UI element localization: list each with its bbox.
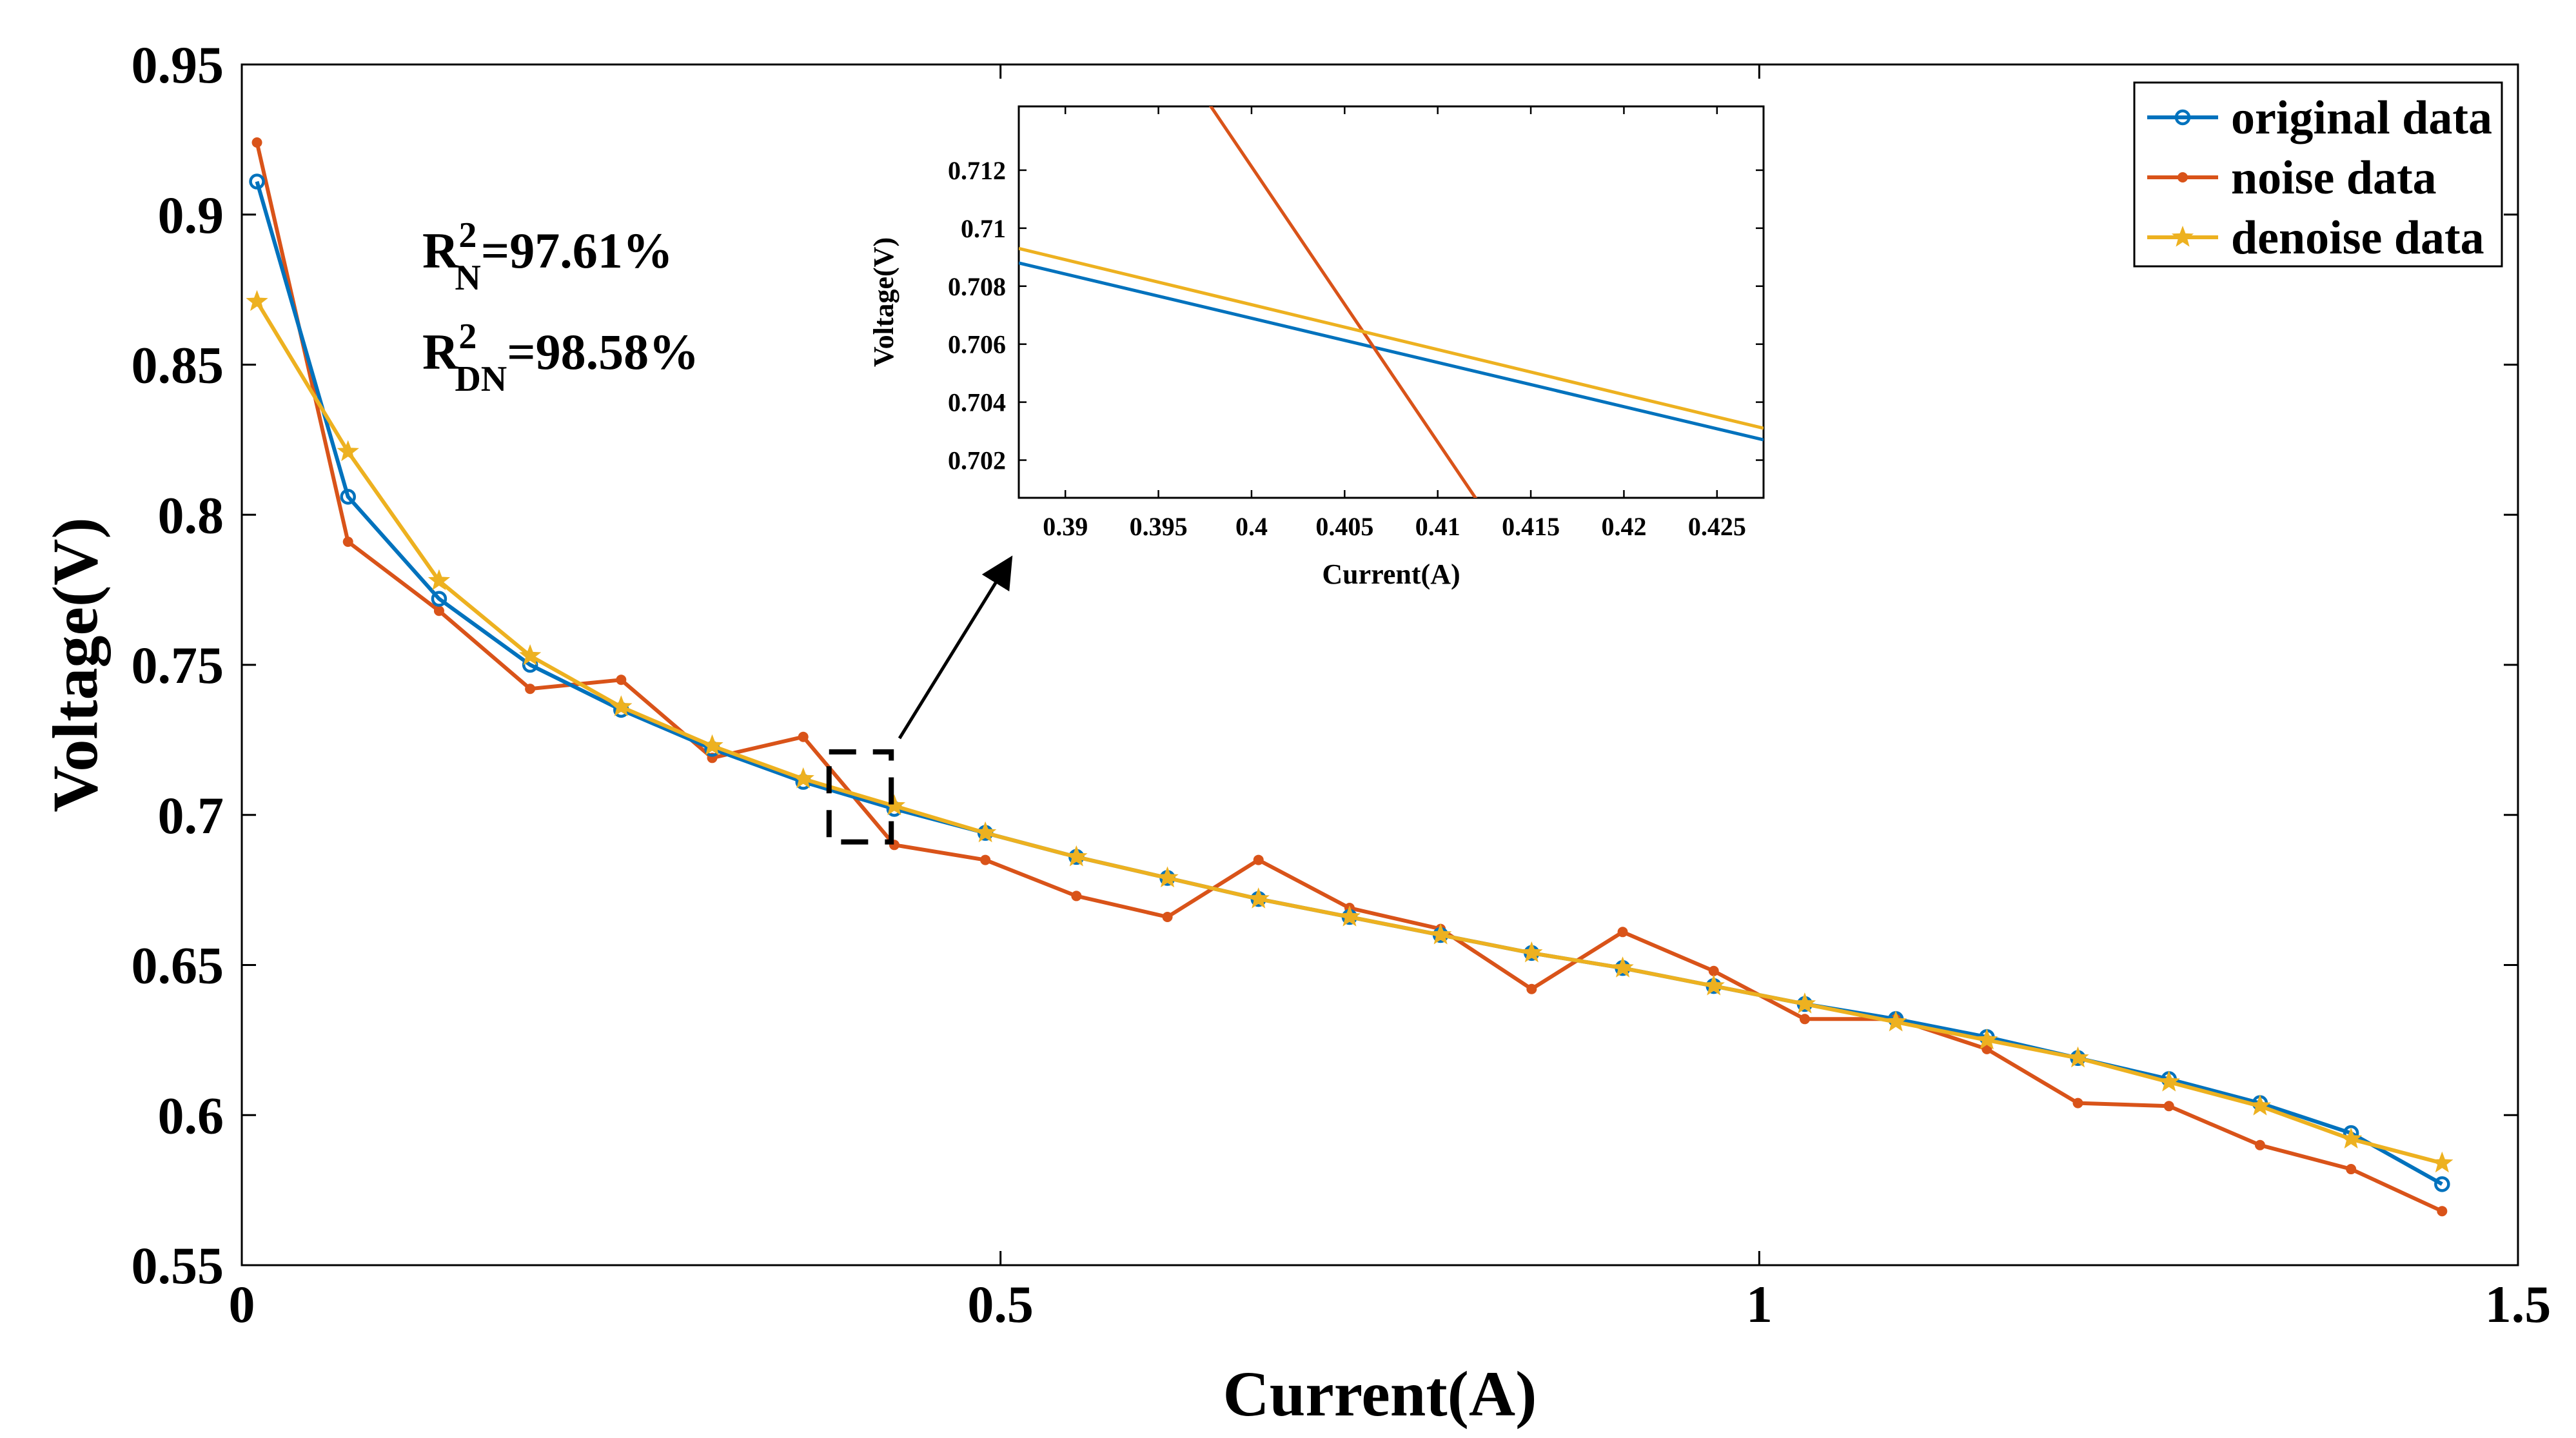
data-point-noise-data [798, 731, 809, 742]
data-point-noise-data [342, 537, 353, 547]
inset-x-tick-label: 0.4 [1235, 512, 1268, 541]
y-axis-label: Voltage(V) [39, 517, 111, 812]
x-tick-label: 1 [1746, 1275, 1773, 1334]
y-tick-label: 0.65 [132, 936, 224, 995]
data-point-noise-data [251, 137, 262, 148]
inset-line-denoise-data [1019, 246, 1764, 430]
data-point-noise-data [2254, 1139, 2265, 1150]
data-point-denoise-data [2248, 1094, 2272, 1116]
data-point-denoise-data [792, 767, 814, 789]
y-tick-label: 0.6 [158, 1086, 224, 1145]
y-tick-label: 0.75 [132, 636, 224, 694]
data-point-noise-data [980, 854, 991, 865]
data-point-denoise-data [1885, 1010, 1907, 1032]
data-point-noise-data [2072, 1098, 2083, 1108]
data-point-denoise-data [1793, 992, 1816, 1014]
inset-x-axis-label: Current(A) [1322, 558, 1460, 590]
inset-x-tick-label: 0.395 [1130, 512, 1188, 541]
y-tick-label: 0.55 [132, 1236, 224, 1295]
inset-x-tick-label: 0.425 [1688, 512, 1746, 541]
data-point-denoise-data [1611, 956, 1634, 978]
x-tick-label: 1.5 [2485, 1275, 2551, 1334]
data-point-denoise-data [337, 440, 359, 462]
y-tick-label: 0.85 [132, 336, 224, 395]
data-point-denoise-data [519, 644, 542, 665]
r2-n-label: R2 N=97.61% [422, 215, 673, 298]
zoom-region-box [826, 749, 894, 845]
data-point-denoise-data [974, 821, 997, 843]
data-point-denoise-data [2067, 1046, 2089, 1068]
inset-x-tick-label: 0.42 [1601, 512, 1646, 541]
inset-frame [1018, 105, 1765, 499]
legend-marker [2174, 109, 2191, 126]
legend-marker [2178, 172, 2188, 182]
data-point-noise-data [1253, 854, 1264, 865]
data-point-noise-data [1617, 927, 1628, 938]
data-point-denoise-data [883, 794, 906, 816]
inset-x-tick-label: 0.405 [1315, 512, 1373, 541]
inset-y-axis-label: Voltage(V) [868, 237, 900, 367]
data-point-noise-data [1071, 891, 1082, 901]
y-tick-label: 0.8 [158, 486, 224, 544]
legend-label: noise data [2231, 152, 2437, 204]
inset-y-tick-label: 0.704 [948, 388, 1006, 417]
data-point-noise-data [1162, 912, 1173, 923]
data-point-denoise-data [2340, 1127, 2363, 1149]
inset-series-group [1019, 106, 1764, 498]
data-point-denoise-data [1520, 941, 1543, 963]
legend-label: denoise data [2231, 212, 2484, 264]
r-squared-annotations: R2 N=97.61% R2 DN=98.58% [422, 215, 699, 399]
data-point-noise-data [2437, 1206, 2448, 1217]
data-point-denoise-data [246, 290, 268, 311]
inset-x-tick-label: 0.41 [1415, 512, 1460, 541]
x-tick-label: 0.5 [967, 1275, 1034, 1334]
data-point-denoise-data [701, 734, 723, 756]
data-point-noise-data [1799, 1014, 1810, 1025]
data-point-denoise-data [1247, 887, 1270, 909]
inset-y-tick-label: 0.708 [948, 272, 1006, 301]
inset-y-tick-label: 0.702 [948, 446, 1006, 475]
data-point-noise-data [2346, 1164, 2357, 1175]
data-point-denoise-data [1702, 974, 1725, 996]
data-point-denoise-data [610, 695, 633, 716]
inset-x-tick-label: 0.415 [1502, 512, 1560, 541]
data-point-denoise-data [2158, 1070, 2180, 1092]
inset-line-noise-data [1208, 106, 1478, 498]
y-tick-label: 0.95 [132, 35, 224, 94]
inset-zoom-plot: 0.39 0.395 0.4 0.405 0.41 0.415 0.42 0.425 0.702… [868, 105, 1765, 590]
data-point-denoise-data [2431, 1151, 2453, 1173]
data-point-noise-data [525, 684, 536, 694]
inset-y-tick-label: 0.706 [948, 330, 1006, 359]
inset-y-tick-label: 0.712 [948, 156, 1006, 185]
data-point-noise-data [616, 675, 627, 685]
y-tick-label: 0.7 [158, 786, 224, 845]
data-point-denoise-data [1065, 845, 1088, 867]
data-point-denoise-data [1338, 905, 1361, 927]
legend: original data noise data denoise data [2133, 81, 2503, 268]
inset-line-original-data [1019, 261, 1764, 442]
data-point-original-data [431, 591, 447, 607]
x-axis-label: Current(A) [1223, 1358, 1537, 1430]
x-tick-label: 0 [229, 1275, 255, 1334]
data-point-denoise-data [1976, 1028, 1998, 1050]
data-point-original-data [2434, 1176, 2450, 1192]
data-point-denoise-data [1156, 866, 1179, 888]
y-tick-label: 0.9 [158, 186, 224, 244]
data-point-noise-data [1708, 965, 1719, 976]
data-point-noise-data [433, 606, 444, 616]
legend-marker [2171, 226, 2194, 247]
data-point-denoise-data [428, 569, 451, 591]
legend-label: original data [2231, 92, 2492, 144]
data-point-noise-data [2163, 1101, 2174, 1112]
inset-x-tick-label: 0.39 [1043, 512, 1088, 541]
inset-y-tick-label: 0.71 [961, 214, 1006, 243]
data-point-noise-data [1526, 983, 1537, 994]
zoom-arrow [898, 555, 1013, 740]
data-point-denoise-data [1430, 923, 1452, 945]
r2-dn-label: R2 DN=98.58% [422, 317, 699, 399]
data-point-original-data [249, 173, 265, 190]
data-point-original-data [340, 489, 356, 505]
